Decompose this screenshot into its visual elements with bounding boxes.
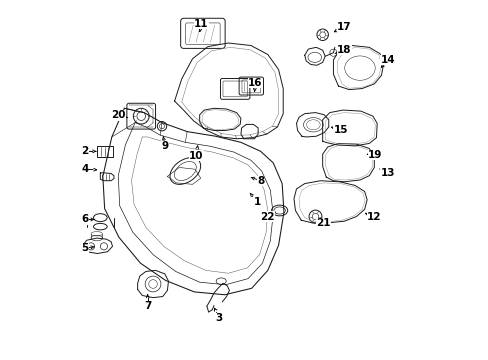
Text: 9: 9 (161, 141, 168, 151)
Text: 6: 6 (81, 215, 88, 224)
Text: 5: 5 (81, 243, 88, 253)
Text: 2: 2 (81, 146, 88, 156)
Text: 8: 8 (257, 176, 264, 186)
Text: 7: 7 (143, 301, 151, 311)
Text: 12: 12 (366, 212, 381, 221)
Text: 10: 10 (188, 150, 203, 161)
Text: 1: 1 (253, 197, 260, 207)
Text: 21: 21 (316, 218, 330, 228)
Text: 13: 13 (380, 168, 394, 178)
Text: 19: 19 (367, 150, 382, 160)
Text: 15: 15 (333, 125, 347, 135)
Text: 20: 20 (111, 111, 125, 121)
Text: 14: 14 (380, 55, 394, 65)
Text: 16: 16 (247, 78, 262, 88)
Text: 11: 11 (194, 19, 208, 29)
Text: 18: 18 (336, 45, 351, 55)
Text: 17: 17 (336, 22, 351, 32)
Text: 3: 3 (215, 313, 223, 323)
Text: 4: 4 (81, 164, 88, 174)
Text: 22: 22 (260, 212, 274, 221)
